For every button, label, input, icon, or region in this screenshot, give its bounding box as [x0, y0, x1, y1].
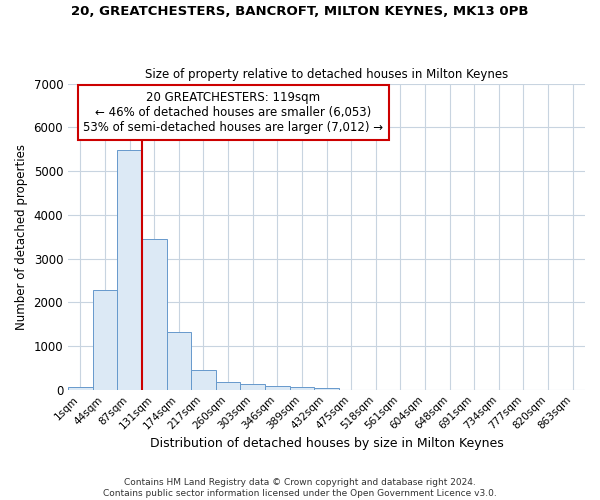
Text: 20, GREATCHESTERS, BANCROFT, MILTON KEYNES, MK13 0PB: 20, GREATCHESTERS, BANCROFT, MILTON KEYN… [71, 5, 529, 18]
Y-axis label: Number of detached properties: Number of detached properties [15, 144, 28, 330]
Bar [191, 370, 216, 390]
Title: Size of property relative to detached houses in Milton Keynes: Size of property relative to detached ho… [145, 68, 508, 81]
Bar [314, 388, 339, 390]
Bar [92, 290, 117, 390]
Bar [290, 388, 314, 390]
Bar [167, 332, 191, 390]
Text: Contains HM Land Registry data © Crown copyright and database right 2024.
Contai: Contains HM Land Registry data © Crown c… [103, 478, 497, 498]
Bar [117, 150, 142, 390]
X-axis label: Distribution of detached houses by size in Milton Keynes: Distribution of detached houses by size … [149, 437, 503, 450]
Bar [68, 386, 92, 390]
Text: 20 GREATCHESTERS: 119sqm
← 46% of detached houses are smaller (6,053)
53% of sem: 20 GREATCHESTERS: 119sqm ← 46% of detach… [83, 91, 383, 134]
Bar [265, 386, 290, 390]
Bar [216, 382, 241, 390]
Bar [142, 240, 167, 390]
Bar [241, 384, 265, 390]
